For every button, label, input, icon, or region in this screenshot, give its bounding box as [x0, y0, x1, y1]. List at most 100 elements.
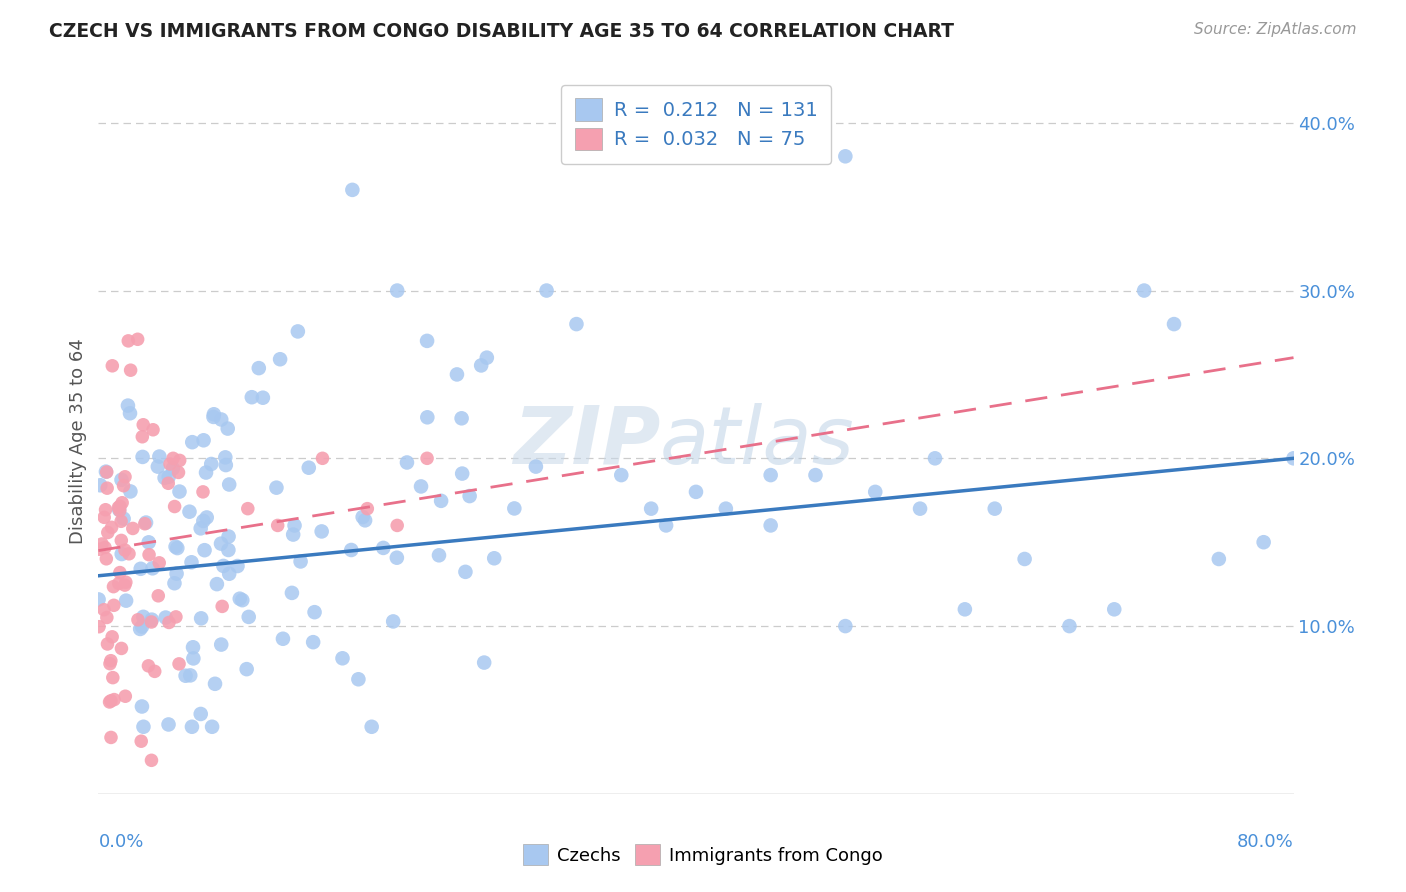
Point — [190, 611, 212, 625]
Point — [416, 410, 439, 425]
Point — [132, 610, 155, 624]
Point — [183, 651, 205, 665]
Point — [96, 465, 118, 479]
Point — [163, 576, 186, 591]
Point — [146, 459, 169, 474]
Text: atlas: atlas — [661, 402, 855, 481]
Point — [181, 435, 204, 450]
Point — [332, 651, 354, 665]
Legend: Czechs, Immigrants from Congo: Czechs, Immigrants from Congo — [516, 837, 890, 872]
Point — [131, 699, 153, 714]
Point — [1163, 317, 1185, 331]
Point — [269, 352, 291, 367]
Point — [416, 451, 439, 466]
Point — [131, 430, 153, 444]
Point — [94, 502, 117, 516]
Point — [215, 458, 238, 472]
Point — [169, 453, 191, 467]
Point — [191, 484, 214, 499]
Point — [226, 559, 249, 574]
Point — [267, 518, 290, 533]
Point — [193, 543, 215, 558]
Point — [450, 411, 472, 425]
Point — [108, 566, 131, 580]
Point — [908, 501, 931, 516]
Point — [714, 501, 737, 516]
Point — [162, 451, 184, 466]
Point — [148, 556, 170, 570]
Point — [132, 417, 155, 432]
Point — [360, 720, 382, 734]
Point — [114, 470, 136, 484]
Point — [283, 518, 305, 533]
Point — [217, 421, 239, 435]
Point — [281, 586, 304, 600]
Point — [231, 593, 253, 607]
Point — [470, 359, 492, 373]
Point — [1059, 619, 1081, 633]
Point — [190, 521, 212, 535]
Point — [865, 484, 887, 499]
Point — [218, 566, 240, 581]
Point — [143, 665, 166, 679]
Point — [834, 619, 856, 633]
Point — [91, 537, 114, 551]
Point — [195, 466, 218, 480]
Point — [120, 363, 142, 377]
Point — [174, 669, 197, 683]
Point — [108, 504, 131, 518]
Point — [385, 284, 409, 298]
Point — [141, 753, 163, 767]
Point — [209, 638, 232, 652]
Point — [759, 468, 782, 483]
Point — [132, 720, 155, 734]
Point — [195, 510, 218, 524]
Point — [201, 720, 224, 734]
Point — [209, 536, 232, 550]
Point — [984, 501, 1007, 516]
Point — [235, 662, 257, 676]
Point — [138, 548, 160, 562]
Point — [655, 518, 678, 533]
Point — [101, 630, 124, 644]
Point — [120, 484, 142, 499]
Point — [89, 478, 111, 492]
Point — [298, 460, 321, 475]
Point — [373, 541, 395, 555]
Point — [834, 149, 856, 163]
Point — [302, 635, 325, 649]
Point — [112, 512, 135, 526]
Y-axis label: Disability Age 35 to 64: Disability Age 35 to 64 — [69, 339, 87, 544]
Point — [117, 399, 139, 413]
Point — [454, 565, 477, 579]
Point — [804, 468, 827, 483]
Point — [193, 434, 215, 448]
Point — [135, 516, 157, 530]
Point — [107, 500, 129, 515]
Point — [111, 547, 134, 561]
Point — [114, 690, 136, 704]
Point — [179, 505, 201, 519]
Point — [110, 641, 132, 656]
Point — [190, 706, 212, 721]
Point — [271, 632, 294, 646]
Text: Source: ZipAtlas.com: Source: ZipAtlas.com — [1194, 22, 1357, 37]
Point — [240, 390, 263, 404]
Point — [304, 605, 326, 619]
Point — [1282, 451, 1305, 466]
Point — [167, 657, 190, 671]
Point — [214, 450, 236, 465]
Point — [290, 554, 312, 568]
Point — [153, 471, 176, 485]
Point — [157, 717, 180, 731]
Point — [138, 658, 160, 673]
Point — [342, 183, 364, 197]
Point — [217, 543, 239, 558]
Point — [311, 524, 333, 539]
Point — [141, 561, 163, 575]
Point — [142, 423, 165, 437]
Point — [247, 361, 270, 376]
Point — [475, 351, 498, 365]
Point — [100, 520, 122, 534]
Point — [382, 615, 405, 629]
